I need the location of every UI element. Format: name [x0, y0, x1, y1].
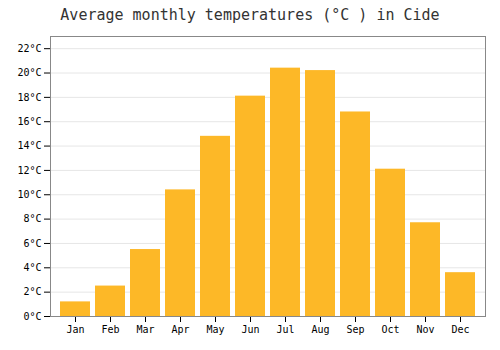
- svg-text:20°C: 20°C: [17, 67, 41, 78]
- svg-text:0°C: 0°C: [23, 311, 41, 322]
- svg-text:Jan: Jan: [66, 324, 84, 335]
- svg-text:14°C: 14°C: [17, 140, 41, 151]
- svg-text:8°C: 8°C: [23, 213, 41, 224]
- svg-text:6°C: 6°C: [23, 238, 41, 249]
- svg-text:Jun: Jun: [241, 324, 259, 335]
- svg-text:Aug: Aug: [311, 324, 329, 335]
- svg-text:22°C: 22°C: [17, 43, 41, 54]
- svg-text:10°C: 10°C: [17, 189, 41, 200]
- svg-text:Feb: Feb: [101, 324, 119, 335]
- svg-text:4°C: 4°C: [23, 262, 41, 273]
- svg-text:Nov: Nov: [416, 324, 434, 335]
- svg-text:Sep: Sep: [346, 324, 364, 335]
- svg-text:2°C: 2°C: [23, 286, 41, 297]
- svg-text:Jul: Jul: [276, 324, 294, 335]
- svg-text:12°C: 12°C: [17, 165, 41, 176]
- svg-text:Oct: Oct: [381, 324, 399, 335]
- svg-text:Dec: Dec: [451, 324, 469, 335]
- svg-text:Apr: Apr: [171, 324, 189, 335]
- html-text:Average monthly temperatures (: Average monthly temperatures (°C ) in Ci…: [60, 6, 440, 24]
- svg-text:16°C: 16°C: [17, 116, 41, 127]
- svg-text:18°C: 18°C: [17, 92, 41, 103]
- svg-text:May: May: [206, 324, 224, 335]
- svg-text:Mar: Mar: [136, 324, 154, 335]
